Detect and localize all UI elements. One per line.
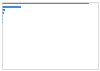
Bar xyxy=(2,18,3,20)
Bar xyxy=(2,12,4,14)
Bar xyxy=(2,3,89,4)
Bar xyxy=(2,6,21,8)
Bar xyxy=(2,15,3,17)
Bar xyxy=(2,21,3,23)
Bar xyxy=(2,9,5,11)
